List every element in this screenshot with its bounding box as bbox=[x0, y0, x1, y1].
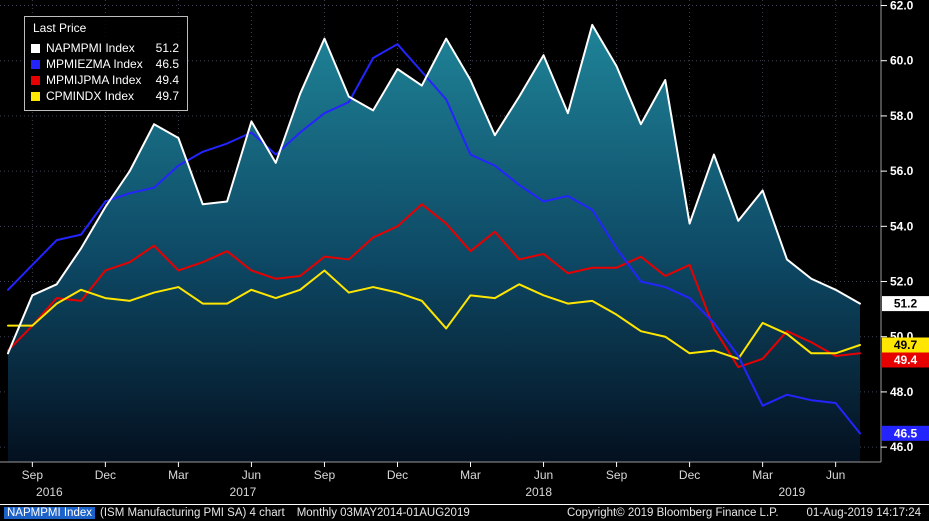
x-year-label: 2016 bbox=[36, 485, 63, 499]
status-copyright: Copyright© 2019 Bloomberg Finance L.P. bbox=[566, 507, 779, 519]
legend: Last Price NAPMPMI Index 51.2 MPMIEZMA Ind… bbox=[24, 16, 188, 111]
legend-swatch bbox=[31, 75, 40, 85]
y-tick-label: 54.0 bbox=[890, 219, 914, 233]
x-tick-label: Sep bbox=[606, 468, 628, 482]
series-line-napmpmi bbox=[7, 23, 861, 355]
x-tick-label: Dec bbox=[679, 468, 700, 482]
x-year-label: 2019 bbox=[778, 485, 805, 499]
y-tick-label: 62.0 bbox=[890, 0, 914, 13]
x-tick-label: Mar bbox=[168, 468, 189, 482]
status-description: (ISM Manufacturing PMI SA) 4 chart bbox=[100, 507, 285, 519]
y-tick-label: 56.0 bbox=[890, 164, 914, 178]
status-timestamp: 01-Aug-2019 14:17:24 bbox=[806, 507, 921, 519]
y-tick-label: 58.0 bbox=[890, 109, 914, 123]
legend-title: Last Price bbox=[33, 21, 87, 35]
legend-item-value: 46.5 bbox=[155, 57, 179, 71]
svg-text:49.4: 49.4 bbox=[894, 353, 918, 367]
legend-item-value: 51.2 bbox=[155, 41, 179, 55]
status-right-group: Copyright© 2019 Bloomberg Finance L.P. 0… bbox=[567, 507, 929, 519]
area-fill bbox=[8, 24, 860, 463]
legend-swatch bbox=[31, 43, 40, 53]
svg-text:46.5: 46.5 bbox=[894, 426, 918, 440]
legend-item-value: 49.7 bbox=[155, 89, 179, 103]
last-price-label: 51.2 bbox=[882, 296, 929, 312]
legend-swatch bbox=[31, 59, 40, 69]
legend-swatch bbox=[31, 91, 40, 101]
x-axis: Sep Dec Mar Jun Sep Dec Mar Jun Sep Dec Mar Jun 2016… bbox=[22, 462, 845, 499]
status-bar: NAPMPMI Index (ISM Manufacturing PMI SA)… bbox=[0, 504, 929, 521]
legend-item[interactable]: NAPMPMI Index 51.2 bbox=[31, 40, 179, 56]
legend-item[interactable]: CPMINDX Index 49.7 bbox=[31, 88, 179, 104]
svg-text:49.7: 49.7 bbox=[894, 338, 918, 352]
x-tick-label: Mar bbox=[752, 468, 773, 482]
series-line-mpmiezma bbox=[7, 43, 861, 435]
x-tick-label: Sep bbox=[314, 468, 336, 482]
x-tick-label: Jun bbox=[534, 468, 553, 482]
x-tick-label: Dec bbox=[387, 468, 408, 482]
last-price-label: 49.4 bbox=[882, 352, 929, 368]
x-tick-label: Jun bbox=[826, 468, 845, 482]
y-axis: 46.048.050.052.054.056.058.060.062.0 bbox=[881, 0, 914, 454]
status-selected-ticker[interactable]: NAPMPMI Index bbox=[4, 507, 95, 519]
x-tick-label: Dec bbox=[95, 468, 116, 482]
last-price-label: 49.7 bbox=[882, 337, 929, 353]
x-year-label: 2017 bbox=[230, 485, 257, 499]
legend-item-value: 49.4 bbox=[155, 73, 179, 87]
x-year-label: 2018 bbox=[525, 485, 552, 499]
legend-item[interactable]: MPMIJPMA Index 49.4 bbox=[31, 72, 179, 88]
legend-item[interactable]: MPMIEZMA Index 46.5 bbox=[31, 56, 179, 72]
series-line-cpmindx bbox=[7, 269, 861, 360]
legend-rows: NAPMPMI Index 51.2 MPMIEZMA Index 46.5 MPMIJ… bbox=[31, 40, 179, 104]
legend-item-label: MPMIJPMA Index bbox=[46, 73, 142, 87]
y-tick-label: 48.0 bbox=[890, 385, 914, 399]
legend-item-label: NAPMPMI Index bbox=[46, 41, 135, 55]
x-tick-label: Sep bbox=[22, 468, 44, 482]
status-period-range: Monthly 03MAY2014-01AUG2019 bbox=[296, 507, 470, 519]
series-line-mpmijpma bbox=[7, 203, 861, 369]
x-tick-label: Mar bbox=[460, 468, 481, 482]
y-tick-label: 60.0 bbox=[890, 54, 914, 68]
svg-text:51.2: 51.2 bbox=[894, 297, 918, 311]
y-tick-label: 46.0 bbox=[890, 440, 914, 454]
last-price-label: 46.5 bbox=[882, 425, 929, 441]
y-tick-label: 52.0 bbox=[890, 275, 914, 289]
legend-item-label: CPMINDX Index bbox=[46, 89, 135, 103]
x-tick-label: Jun bbox=[242, 468, 261, 482]
legend-item-label: MPMIEZMA Index bbox=[46, 57, 143, 71]
